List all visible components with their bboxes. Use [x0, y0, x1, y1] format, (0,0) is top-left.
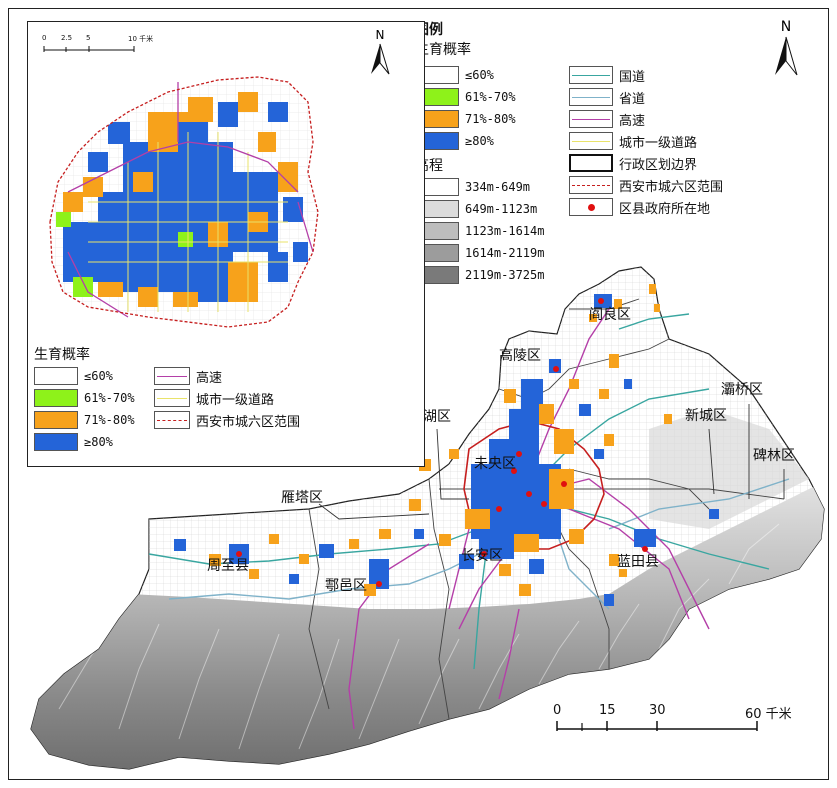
swatch: [569, 88, 613, 106]
label-changan: 长安区: [461, 548, 503, 564]
legend-label: 区县政府所在地: [619, 201, 711, 217]
legend-elev-1: 649m-1123m: [415, 199, 537, 219]
swatch: [34, 367, 78, 385]
legend-label: 西安市城六区范围: [196, 414, 301, 430]
legend-label: 国道: [619, 69, 646, 85]
legend-label: 西安市城六区范围: [619, 179, 724, 195]
legend-label: 省道: [619, 91, 646, 107]
inset-scale-tick: 0: [42, 34, 47, 42]
legend-city-road: 城市一级道路: [569, 131, 697, 151]
legend-elev-2: 1123m-1614m: [415, 221, 544, 241]
legend-label: 2119m-3725m: [465, 268, 545, 282]
scale-tick-15: 15: [599, 703, 616, 718]
legend-label: 城市一级道路: [619, 135, 698, 151]
legend-label: ≥80%: [465, 134, 494, 148]
label-lantian: 蓝田县: [617, 554, 659, 570]
legend-fertility-title: 生育概率: [415, 42, 471, 58]
legend-six-district: 西安市城六区范围: [569, 175, 723, 195]
swatch: [569, 66, 613, 84]
legend-elev-4: 2119m-3725m: [415, 265, 544, 285]
legend-label: 行政区划边界: [619, 157, 698, 173]
legend-label: 61%-70%: [465, 90, 516, 104]
label-gaoling: 高陵区: [499, 348, 541, 364]
swatch: [34, 433, 78, 451]
swatch: [154, 389, 190, 407]
label-zhouzhi: 周至县: [207, 558, 249, 574]
legend-label: 71%-80%: [465, 112, 516, 126]
label-weiyang: 未央区: [474, 456, 516, 472]
legend-label: 城市一级道路: [196, 392, 275, 408]
legend-expressway: 高速: [569, 109, 645, 129]
legend-label: 334m-649m: [465, 180, 531, 194]
swatch: [154, 411, 190, 429]
map-frame: 阎良区 高陵区 灞桥区 新城区 碑林区 莲湖区 未央区 雁塔区 周至县 鄠邑区 …: [8, 8, 829, 780]
inset-legend-title: 生育概率: [34, 347, 90, 363]
legend-fert-3: ≥80%: [415, 131, 494, 151]
legend-label: ≤60%: [465, 68, 494, 82]
label-yanliang: 阎良区: [589, 307, 631, 323]
inset-legend-six-district: 西安市城六区范围: [154, 410, 300, 430]
legend-label: 71%-80%: [84, 413, 135, 427]
inset-scale-tick: 5: [86, 34, 91, 42]
label-beilin: 碑林区: [753, 448, 795, 464]
legend-fert-1: 61%-70%: [415, 87, 516, 107]
legend-fert-2: 71%-80%: [415, 109, 516, 129]
inset-legend-fert-2: 71%-80%: [34, 410, 135, 430]
north-arrow-inset: N: [368, 28, 392, 80]
legend-national-road: 国道: [569, 65, 645, 85]
label-xincheng: 新城区: [685, 408, 727, 424]
legend-label: 61%-70%: [84, 391, 135, 405]
legend-label: ≥80%: [84, 435, 113, 449]
legend-label: 高速: [196, 370, 223, 386]
inset-map: [49, 76, 319, 328]
inset-legend-fert-1: 61%-70%: [34, 388, 135, 408]
fertility-cells-main: [174, 284, 719, 606]
swatch: [569, 176, 613, 194]
label-baqiao: 灞桥区: [721, 382, 763, 398]
legend-label: 高速: [619, 113, 646, 129]
swatch: [34, 411, 78, 429]
legend-admin-boundary: 行政区划边界: [569, 153, 697, 173]
swatch: [569, 110, 613, 128]
inset-map-panel: 0 2.5 5 10 千米 N 生育概率 ≤60% 61%-70% 71%-80…: [27, 21, 425, 467]
legend-label: 649m-1123m: [465, 202, 538, 216]
north-arrow-main: N: [771, 19, 801, 81]
legend-label: 1614m-2119m: [465, 246, 545, 260]
scale-bar-inset: 0 2.5 5 10 千米: [42, 34, 162, 56]
swatch: [34, 389, 78, 407]
north-arrow-icon: [371, 43, 390, 75]
swatch: [569, 154, 613, 172]
legend-seat: 区县政府所在地: [569, 197, 710, 217]
scale-tick-60: 60 千米: [745, 707, 792, 722]
legend-elev-3: 1614m-2119m: [415, 243, 544, 263]
inset-legend-city-road: 城市一级道路: [154, 388, 274, 408]
legend-label: 1123m-1614m: [465, 224, 545, 238]
legend-provincial-road: 省道: [569, 87, 645, 107]
north-letter: N: [375, 28, 385, 42]
north-arrow-icon: [775, 36, 798, 76]
scale-bar-main: 0 15 30 60 千米: [549, 701, 799, 741]
label-yanta: 雁塔区: [281, 490, 323, 506]
inset-legend-expressway: 高速: [154, 366, 222, 386]
north-letter: N: [780, 19, 792, 35]
inset-scale-tick: 2.5: [61, 34, 73, 42]
scale-tick-0: 0: [553, 703, 562, 718]
county-seats: [236, 298, 648, 587]
label-huyi: 鄠邑区: [325, 578, 367, 594]
inset-scale-tick: 10 千米: [128, 35, 154, 43]
scale-tick-30: 30: [649, 703, 666, 718]
swatch: [569, 132, 613, 150]
swatch: [154, 367, 190, 385]
main-map: [30, 266, 825, 770]
legend-fert-0: ≤60%: [415, 65, 494, 85]
legend-label: ≤60%: [84, 369, 113, 383]
inset-legend-fert-3: ≥80%: [34, 432, 113, 452]
swatch: [569, 198, 613, 216]
inset-legend-fert-0: ≤60%: [34, 366, 113, 386]
legend-elev-0: 334m-649m: [415, 177, 530, 197]
